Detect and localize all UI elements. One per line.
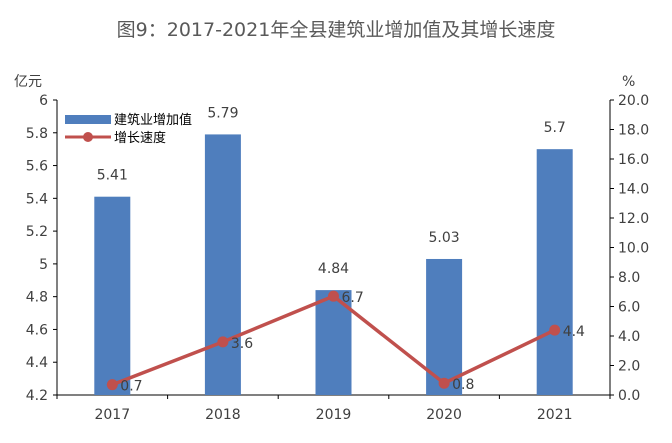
x-tick-label: 2021 — [537, 407, 573, 423]
bar-data-label: 5.41 — [97, 168, 128, 184]
growth-rate-point — [438, 377, 450, 389]
y-right-tick-label: 16.0 — [618, 152, 649, 168]
y-left-unit: 亿元 — [14, 74, 42, 90]
y-left-tick-label: 5.2 — [26, 224, 48, 240]
y-left-tick-label: 5.8 — [26, 126, 48, 142]
x-tick-label: 2017 — [94, 407, 130, 423]
growth-rate-point — [106, 379, 118, 391]
line-data-label: 6.7 — [342, 290, 364, 306]
x-tick-label: 2020 — [426, 407, 462, 423]
bar-data-label: 5.79 — [207, 105, 238, 121]
y-left-tick-label: 5.6 — [26, 159, 48, 175]
bars-layer — [94, 134, 573, 395]
y-right-tick-label: 20.0 — [618, 93, 649, 109]
legend-bar-swatch — [65, 115, 111, 124]
line-data-label: 4.4 — [563, 324, 585, 340]
bar-data-label: 4.84 — [318, 261, 349, 277]
bar-data-label: 5.03 — [429, 230, 460, 246]
y-right-tick-label: 2.0 — [618, 359, 640, 375]
bar-data-label: 5.7 — [544, 120, 566, 136]
y-left-tick-label: 4.6 — [26, 322, 48, 338]
growth-rate-point — [328, 290, 339, 302]
line-layer — [106, 290, 561, 391]
y-right-tick-label: 0.0 — [618, 388, 640, 404]
legend-bar-label: 建筑业增加值 — [114, 112, 192, 128]
growth-rate-point — [217, 336, 229, 348]
y-right-tick-label: 8.0 — [618, 270, 640, 286]
y-left-tick-label: 5.4 — [26, 191, 48, 207]
y-left-tick-label: 4.8 — [26, 290, 48, 306]
line-data-label: 0.8 — [452, 377, 474, 393]
bar-construction-value — [204, 134, 241, 395]
axes-layer: 4.2 4.4 4.6 4.8 5 5.2 5.4 5.6 5.8 6 0.0 2.0 4.0 6.0 8.… — [26, 93, 649, 423]
legend-line-label: 增长速度 — [114, 130, 166, 146]
y-left-tick-label: 6 — [39, 93, 48, 109]
line-data-label: 3.6 — [231, 336, 253, 352]
y-right-tick-label: 18.0 — [618, 123, 649, 139]
y-left-tick-label: 5 — [39, 257, 48, 273]
y-right-tick-label: 4.0 — [618, 329, 640, 345]
legend: 建筑业增加值 增长速度 — [65, 112, 192, 146]
x-tick-label: 2019 — [316, 407, 352, 423]
growth-rate-point — [549, 324, 561, 336]
y-right-tick-label: 10.0 — [618, 241, 649, 257]
y-right-tick-label: 6.0 — [618, 300, 640, 316]
chart-title: 图9：2017-2021年全县建筑业增加值及其增长速度 — [117, 19, 556, 41]
y-right-tick-label: 12.0 — [618, 211, 649, 227]
bar-construction-value — [94, 196, 131, 395]
x-tick-label: 2018 — [205, 407, 241, 423]
y-right-tick-label: 14.0 — [618, 182, 649, 198]
y-left-tick-label: 4.2 — [26, 388, 48, 404]
labels-layer: 5.41 5.79 4.84 5.03 5.7 0.7 3.6 6.7 0.8 4.4 — [97, 105, 585, 394]
y-right-unit: % — [622, 74, 635, 90]
legend-line-marker — [83, 132, 93, 142]
bar-construction-value — [536, 149, 573, 395]
y-left-tick-label: 4.4 — [26, 355, 48, 371]
line-data-label: 0.7 — [120, 379, 142, 395]
